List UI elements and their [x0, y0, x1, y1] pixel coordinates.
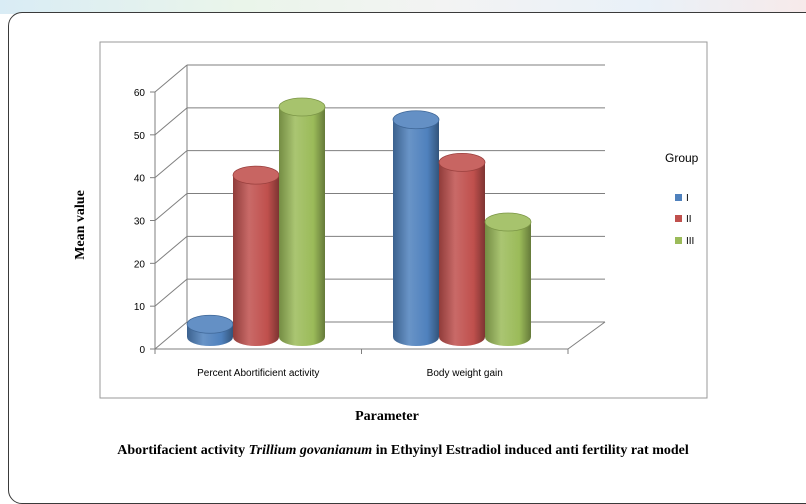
figure-caption: Abortifacient activity Trillium govanian… [0, 443, 806, 459]
y-tick-label: 10 [134, 302, 146, 313]
category-labels: Percent Abortificient activity Body weigh… [197, 368, 503, 379]
bar [392, 110, 440, 347]
gridlines [150, 64, 606, 354]
y-tick-label: 0 [139, 345, 145, 356]
bar-top [232, 165, 280, 185]
gridline-diagonal [154, 64, 188, 93]
gridline-diagonal [154, 235, 188, 264]
legend-label: III [686, 236, 694, 247]
y-tick-label: 20 [134, 259, 146, 270]
y-tick-label: 30 [134, 217, 146, 228]
bar-body [485, 222, 531, 346]
gridline-diagonal [154, 278, 188, 307]
legend-swatch [675, 237, 682, 244]
gridline-diagonal [154, 150, 188, 179]
caption-suffix: in Ethyinyl Estradiol induced anti ferti… [372, 443, 689, 458]
bar-top [392, 110, 440, 130]
bar [278, 97, 326, 346]
bar-top [278, 97, 326, 117]
bars [186, 97, 532, 347]
header-strip [0, 0, 806, 14]
legend-swatch [675, 215, 682, 222]
legend-swatch [675, 194, 682, 201]
bar-body [233, 175, 279, 346]
plot-border [99, 41, 708, 399]
bar [438, 152, 486, 346]
floor-edge [567, 321, 606, 350]
caption-species: Trillium govanianum [248, 443, 373, 458]
x-axis-label: Parameter [355, 409, 419, 424]
y-axis-label: Mean value [73, 190, 88, 260]
bar [232, 165, 280, 346]
bar-top [484, 212, 532, 232]
y-tick-label: 40 [134, 174, 146, 185]
y-tick-label: 60 [134, 88, 146, 99]
x-tick-label: Body weight gain [427, 368, 503, 379]
plot-area [99, 41, 708, 399]
gridline-diagonal [154, 193, 188, 221]
y-ticks: 0 10 20 30 40 50 60 [134, 88, 146, 356]
legend-label: II [686, 214, 692, 225]
gridline-diagonal [154, 321, 188, 350]
bar-top [186, 314, 234, 334]
x-tick-label: Percent Abortificient activity [197, 368, 319, 379]
bar-body [279, 107, 325, 346]
bar [186, 314, 234, 346]
y-tick-label: 50 [134, 131, 146, 142]
gridline-diagonal [154, 107, 188, 136]
chart: 0 10 20 30 40 50 60 Percent Abortificient acti… [73, 41, 708, 424]
caption-prefix: Abortifacient activity [117, 443, 249, 458]
bar [484, 212, 532, 346]
bar-body [439, 162, 485, 346]
bar-top [438, 152, 486, 172]
legend-label: I [686, 193, 689, 204]
bar-body [393, 119, 439, 347]
legend-title: Group [665, 151, 699, 165]
